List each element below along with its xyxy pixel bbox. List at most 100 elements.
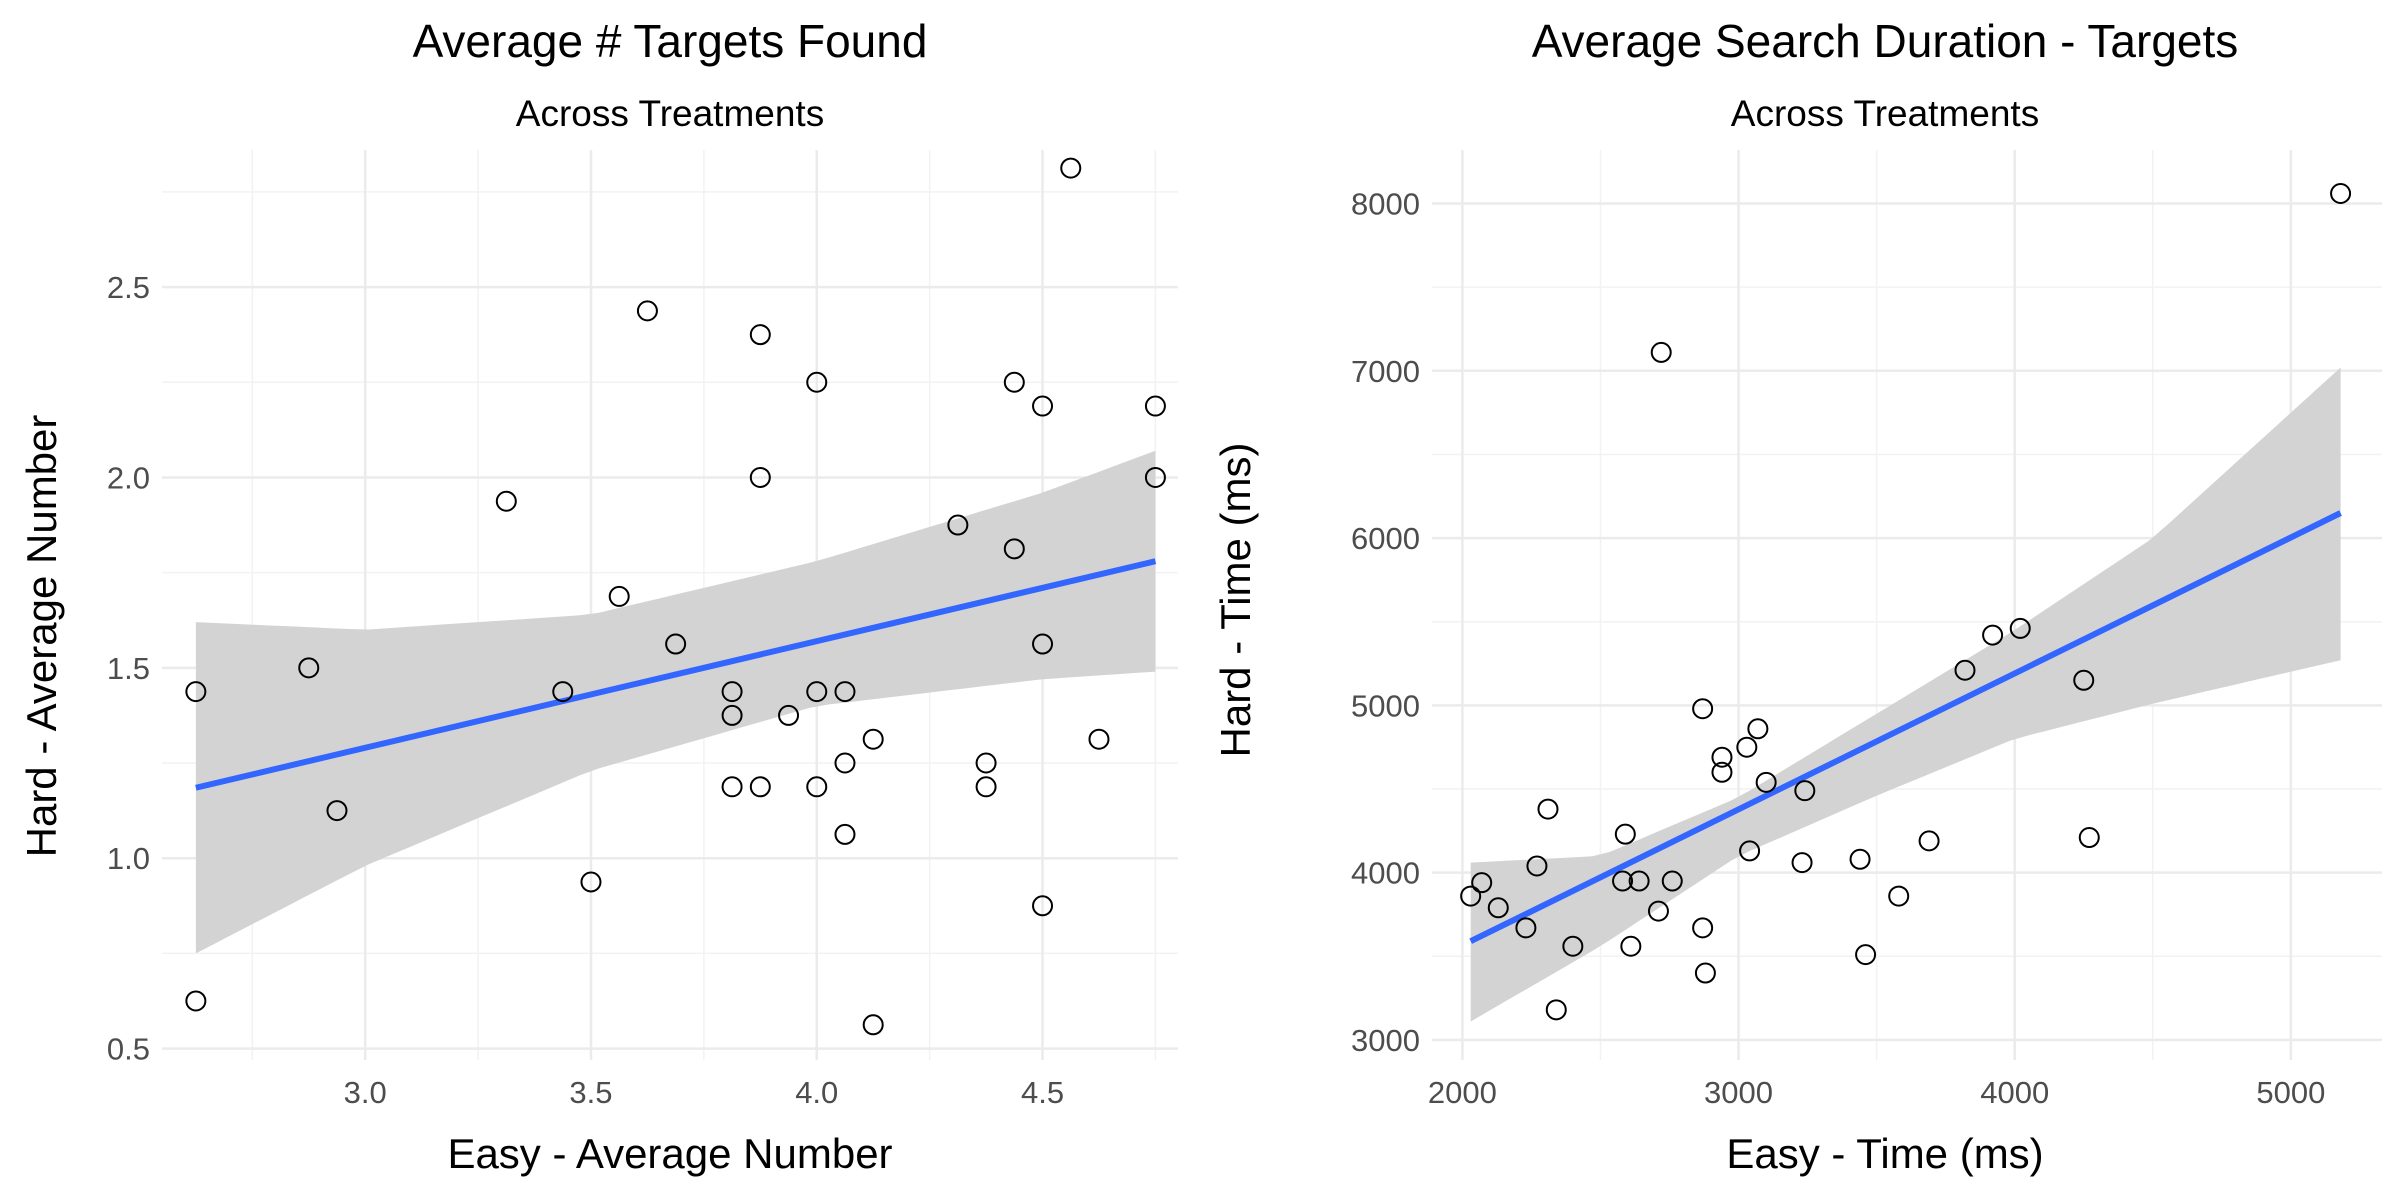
data-point [947,514,969,536]
data-point [665,633,687,655]
data-point [1060,157,1082,179]
panel-title: Average # Targets Found [413,15,928,67]
x-tick-label: 4.0 [795,1075,838,1110]
data-point [1515,917,1537,939]
data-point [721,776,743,798]
confidence-band [195,450,1156,954]
data-point [1982,624,2004,646]
data-point [1888,885,1910,907]
panel-subtitle: Across Treatments [1731,93,2039,134]
confidence-band-area [195,450,1156,954]
x-axis-title: Easy - Average Number [447,1130,892,1177]
data-point [975,776,997,798]
data-point [185,681,207,703]
panel-title: Average Search Duration - Targets [1532,15,2239,67]
data-point [1739,840,1761,862]
panel-targets-found: Average # Targets Found Across Treatment… [18,15,1178,1177]
y-tick-label: 7000 [1351,354,1420,389]
fit-line [195,558,1157,791]
data-point [2330,182,2352,204]
y-tick-label: 6000 [1351,521,1420,556]
data-point [1032,895,1054,917]
y-axis-title: Hard - Time (ms) [1212,443,1259,758]
fit-line [1469,510,2342,944]
data-point [1647,900,1669,922]
data-point [1628,870,1650,892]
data-point [1471,872,1493,894]
data-point [552,681,574,703]
data-point [1537,798,1559,820]
confidence-band [1470,367,2341,1022]
y-tick-labels: 0.5 1.0 1.5 2.0 2.5 [107,270,150,1067]
data-point [636,300,658,322]
data-point [298,657,320,679]
y-tick-label: 1.5 [107,651,150,686]
data-point [749,324,771,346]
data-point [1088,728,1110,750]
regression-line [1469,510,2342,944]
data-point [580,871,602,893]
data-point [749,776,771,798]
y-tick-label: 2.0 [107,460,150,495]
panel-subtitle: Across Treatments [516,93,824,134]
x-tick-label: 4000 [1980,1075,2049,1110]
data-point [1487,897,1509,919]
data-point [834,752,856,774]
data-point [2078,827,2100,849]
data-point [1614,823,1636,845]
data-point [1144,395,1166,417]
data-point [1460,885,1482,907]
data-point [1954,659,1976,681]
data-point [806,776,828,798]
regression-line [195,558,1157,791]
data-point [749,466,771,488]
x-tick-label: 3000 [1704,1075,1773,1110]
data-point [975,752,997,774]
data-point [1736,736,1758,758]
data-point [2073,669,2095,691]
data-point [862,728,884,750]
data-point [1711,746,1733,768]
confidence-band-area [1470,367,2341,1022]
data-point [1003,371,1025,393]
data-point [1661,870,1683,892]
data-point [1612,870,1634,892]
x-tick-labels: 3.0 3.5 4.0 4.5 [344,1075,1064,1110]
data-point [1747,718,1769,740]
data-point [834,681,856,703]
data-point [1791,852,1813,874]
data-point [1003,538,1025,560]
data-point [1918,830,1940,852]
data-point [806,371,828,393]
y-tick-labels: 3000 4000 5000 6000 7000 8000 [1351,187,1420,1058]
data-point [1562,935,1584,957]
x-tick-label: 3.0 [344,1075,387,1110]
data-point [1144,466,1166,488]
data-point [608,585,630,607]
x-tick-label: 2000 [1428,1075,1497,1110]
x-tick-label: 4.5 [1021,1075,1064,1110]
data-point [806,681,828,703]
data-point [1849,848,1871,870]
data-point [1711,761,1733,783]
data-point [1032,633,1054,655]
data-point [185,990,207,1012]
data-point [326,800,348,822]
data-point [721,681,743,703]
data-point [1692,698,1714,720]
data-points [185,157,1166,1036]
data-point [1794,780,1816,802]
y-tick-label: 1.0 [107,841,150,876]
data-point [834,823,856,845]
data-point [778,704,800,726]
data-point [1694,962,1716,984]
data-point [1620,935,1642,957]
panel-search-duration: Average Search Duration - Targets Across… [1212,15,2382,1177]
y-tick-label: 2.5 [107,270,150,305]
data-point [1545,999,1567,1021]
y-tick-label: 3000 [1351,1023,1420,1058]
data-point [1032,395,1054,417]
data-point [862,1014,884,1036]
data-point [1650,341,1672,363]
